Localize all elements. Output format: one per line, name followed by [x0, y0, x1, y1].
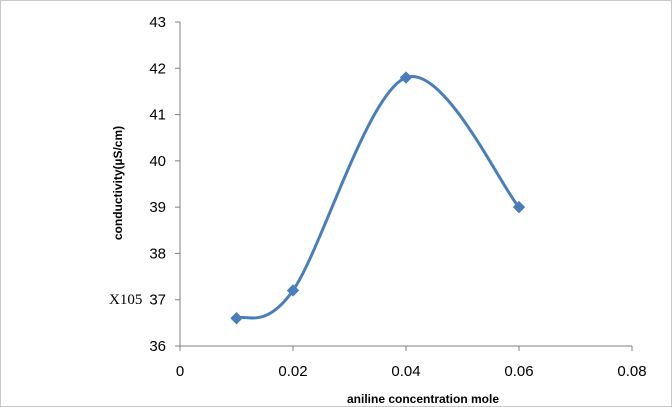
data-point-marker — [286, 284, 300, 297]
data-point-marker — [512, 200, 526, 214]
y-tick-label: 38 — [149, 245, 166, 262]
x-tick-label: 0.08 — [617, 363, 646, 380]
series-line — [235, 75, 521, 320]
axes — [179, 22, 632, 347]
x-tick-label: 0.04 — [391, 363, 420, 380]
y-axis-ticks: 36 37 38 39 40 41 42 43 — [149, 14, 180, 355]
x-axis-title: aniline concentration mole — [347, 392, 499, 406]
x-tick-label: 0.02 — [278, 363, 307, 380]
y-tick-label: 41 — [149, 107, 166, 124]
y-tick-label: 39 — [149, 199, 166, 216]
x-axis-ticks: 0 0.02 0.04 0.06 0.08 — [176, 346, 647, 380]
y-tick-label: 37 — [149, 292, 166, 309]
x-tick-label: 0 — [176, 363, 184, 380]
series — [230, 71, 526, 325]
y-tick-label: 36 — [149, 338, 166, 355]
multiplier-annotation: X105 — [109, 292, 142, 308]
y-axis-title: conductivity(µS/cm) — [111, 126, 125, 240]
data-point-marker — [230, 312, 243, 325]
x-tick-label: 0.06 — [504, 363, 533, 380]
y-tick-label: 42 — [149, 60, 166, 77]
data-point-marker — [399, 71, 413, 84]
y-tick-label: 43 — [149, 14, 166, 31]
y-tick-label: 40 — [149, 153, 166, 170]
